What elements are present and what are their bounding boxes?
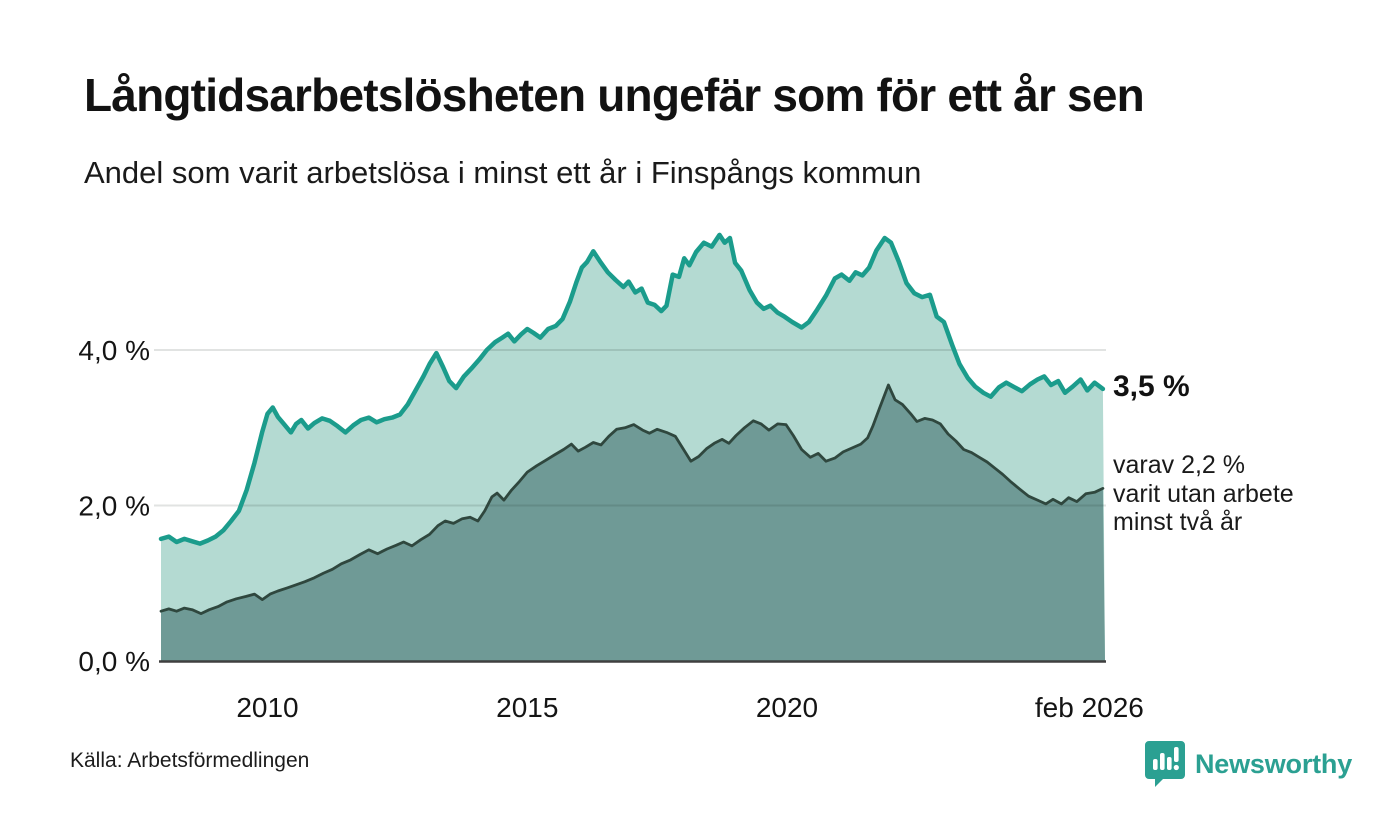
end-label-two-year-note: varav 2,2 % varit utan arbete minst två … [1113, 451, 1294, 536]
x-axis-labels: 2010 2015 2020 feb 2026 [236, 692, 1144, 723]
source-text: Källa: Arbetsförmedlingen [70, 749, 310, 772]
page-subtitle: Andel som varit arbetslösa i minst ett å… [84, 155, 922, 190]
page-title: Långtidsarbetslösheten ungefär som för e… [84, 69, 1145, 121]
brand-name: Newsworthy [1195, 748, 1353, 779]
newsworthy-logo: Newsworthy [1144, 740, 1352, 788]
y-tick-label: 2,0 % [78, 491, 150, 522]
y-tick-label: 4,0 % [78, 335, 150, 366]
y-tick-label: 0,0 % [78, 646, 150, 677]
logo-bubble-shape [1145, 741, 1185, 787]
x-tick-label: 2020 [756, 692, 818, 723]
logo-barchart-icon [1153, 747, 1179, 771]
area-fill-unemployed-2yr [161, 385, 1105, 661]
line-unemployed-1yr [158, 232, 1106, 546]
x-tick-label: 2010 [236, 692, 298, 723]
x-tick-label: feb 2026 [1035, 692, 1144, 723]
line-unemployed-2yr [159, 383, 1105, 615]
x-tick-label: 2015 [496, 692, 558, 723]
y-axis-labels: 0,0 % 2,0 % 4,0 % [78, 335, 150, 677]
newsworthy-logo-mark-icon [1145, 741, 1185, 787]
gridlines [154, 349, 1106, 507]
end-label-latest-value: 3,5 % [1113, 370, 1190, 403]
